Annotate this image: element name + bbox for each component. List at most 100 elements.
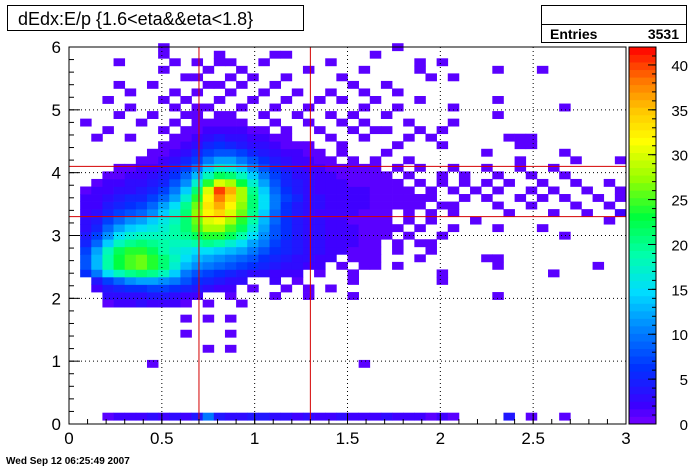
heatmap-cell <box>124 194 137 202</box>
y-tick-label: 6 <box>52 38 61 57</box>
heatmap-cell <box>191 254 204 263</box>
heatmap-cell <box>113 209 126 217</box>
heatmap-cell <box>180 111 192 119</box>
heatmap-cell <box>247 254 259 263</box>
heatmap-cell <box>213 141 226 150</box>
heatmap-cell <box>113 163 126 172</box>
heatmap-cell <box>403 216 415 225</box>
heatmap-cell <box>169 239 181 248</box>
heatmap-cell <box>336 216 348 225</box>
palette-band <box>629 371 656 380</box>
y-tick-label: 3 <box>52 227 61 246</box>
heatmap-cell <box>202 171 215 180</box>
heatmap-cell <box>224 111 237 119</box>
heatmap-cell <box>124 261 137 270</box>
heatmap-cell <box>158 96 170 104</box>
heatmap-cell <box>213 239 226 248</box>
heatmap-cell <box>146 239 159 248</box>
heatmap-cell <box>336 118 348 127</box>
heatmap-cell <box>380 194 393 202</box>
heatmap-cell <box>336 231 348 240</box>
heatmap-cell <box>236 224 248 233</box>
heatmap-cell <box>135 284 148 293</box>
heatmap-cell <box>458 171 471 180</box>
heatmap-cell <box>135 299 148 308</box>
heatmap-cell <box>191 178 204 187</box>
heatmap-cell <box>280 261 293 270</box>
heatmap-cell <box>258 209 270 217</box>
heatmap-cell <box>247 216 259 225</box>
heatmap-cell <box>80 254 92 263</box>
heatmap-cell <box>224 261 237 270</box>
heatmap-cell <box>191 261 204 270</box>
heatmap-cell <box>291 261 304 270</box>
heatmap-cell <box>202 201 215 210</box>
heatmap-cell <box>358 163 371 172</box>
heatmap-cell <box>102 201 114 210</box>
heatmap-cell <box>180 276 192 285</box>
heatmap-cell <box>80 239 92 248</box>
heatmap-cell <box>302 171 315 180</box>
heatmap-cell <box>180 209 192 217</box>
heatmap-cell <box>425 239 437 248</box>
heatmap-cell <box>180 292 192 300</box>
heatmap-cell <box>269 231 282 240</box>
heatmap-cell <box>358 186 371 195</box>
heatmap-cell <box>447 209 460 217</box>
heatmap-cell <box>91 239 103 248</box>
heatmap-cell <box>403 201 415 210</box>
heatmap-cell <box>302 254 315 263</box>
heatmap-cell <box>291 276 304 285</box>
heatmap-cell <box>436 231 449 240</box>
heatmap-cell <box>124 254 137 263</box>
heatmap-cell <box>302 178 315 187</box>
heatmap-cell <box>224 163 237 172</box>
heatmap-cell <box>314 201 326 210</box>
heatmap-cell <box>481 254 493 263</box>
heatmap-cell <box>180 186 192 195</box>
heatmap-cell <box>91 224 103 233</box>
heatmap-cell <box>380 186 393 195</box>
heatmap-cell <box>425 194 437 202</box>
plot-title: dEdx:E/p {1.6<eta&&eta<1.8} <box>7 5 304 31</box>
palette-band <box>629 69 656 78</box>
heatmap-cell <box>280 148 293 157</box>
heatmap-cell <box>169 171 181 180</box>
palette-band <box>629 212 656 221</box>
heatmap-cell <box>102 284 114 293</box>
heatmap-cell <box>236 299 248 308</box>
heatmap-cell <box>392 163 404 172</box>
heatmap-cell <box>336 201 348 210</box>
heatmap-cell <box>280 141 293 150</box>
heatmap-cell <box>314 96 326 104</box>
heatmap-cell <box>169 246 181 255</box>
heatmap-cell <box>113 80 126 89</box>
heatmap-cell <box>425 216 437 225</box>
heatmap-cell <box>247 156 259 165</box>
heatmap-cell <box>146 148 159 157</box>
heatmap-cell <box>570 156 582 165</box>
heatmap-cell <box>158 178 170 187</box>
heatmap-cell <box>247 209 259 217</box>
x-tick-label: 1.5 <box>336 429 360 448</box>
heatmap-cell <box>358 103 371 112</box>
palette-band <box>629 408 656 417</box>
heatmap-cell <box>113 254 126 263</box>
heatmap-cell <box>525 201 538 210</box>
heatmap-cell <box>224 186 237 195</box>
heatmap-cell <box>80 246 92 255</box>
heatmap-cell <box>213 126 226 135</box>
heatmap-cell <box>503 209 515 217</box>
heatmap-cell <box>224 284 237 293</box>
heatmap-cell <box>135 201 148 210</box>
heatmap-cell <box>280 73 293 82</box>
heatmap-cell <box>213 412 226 421</box>
heatmap-cell <box>191 118 204 127</box>
heatmap-cell <box>325 111 337 119</box>
heatmap-cell <box>124 239 137 248</box>
heatmap-cell <box>224 156 237 165</box>
heatmap-cell <box>213 276 226 285</box>
heatmap-cell <box>258 156 270 165</box>
heatmap-cell <box>247 126 259 135</box>
heatmap-cell <box>124 292 137 300</box>
